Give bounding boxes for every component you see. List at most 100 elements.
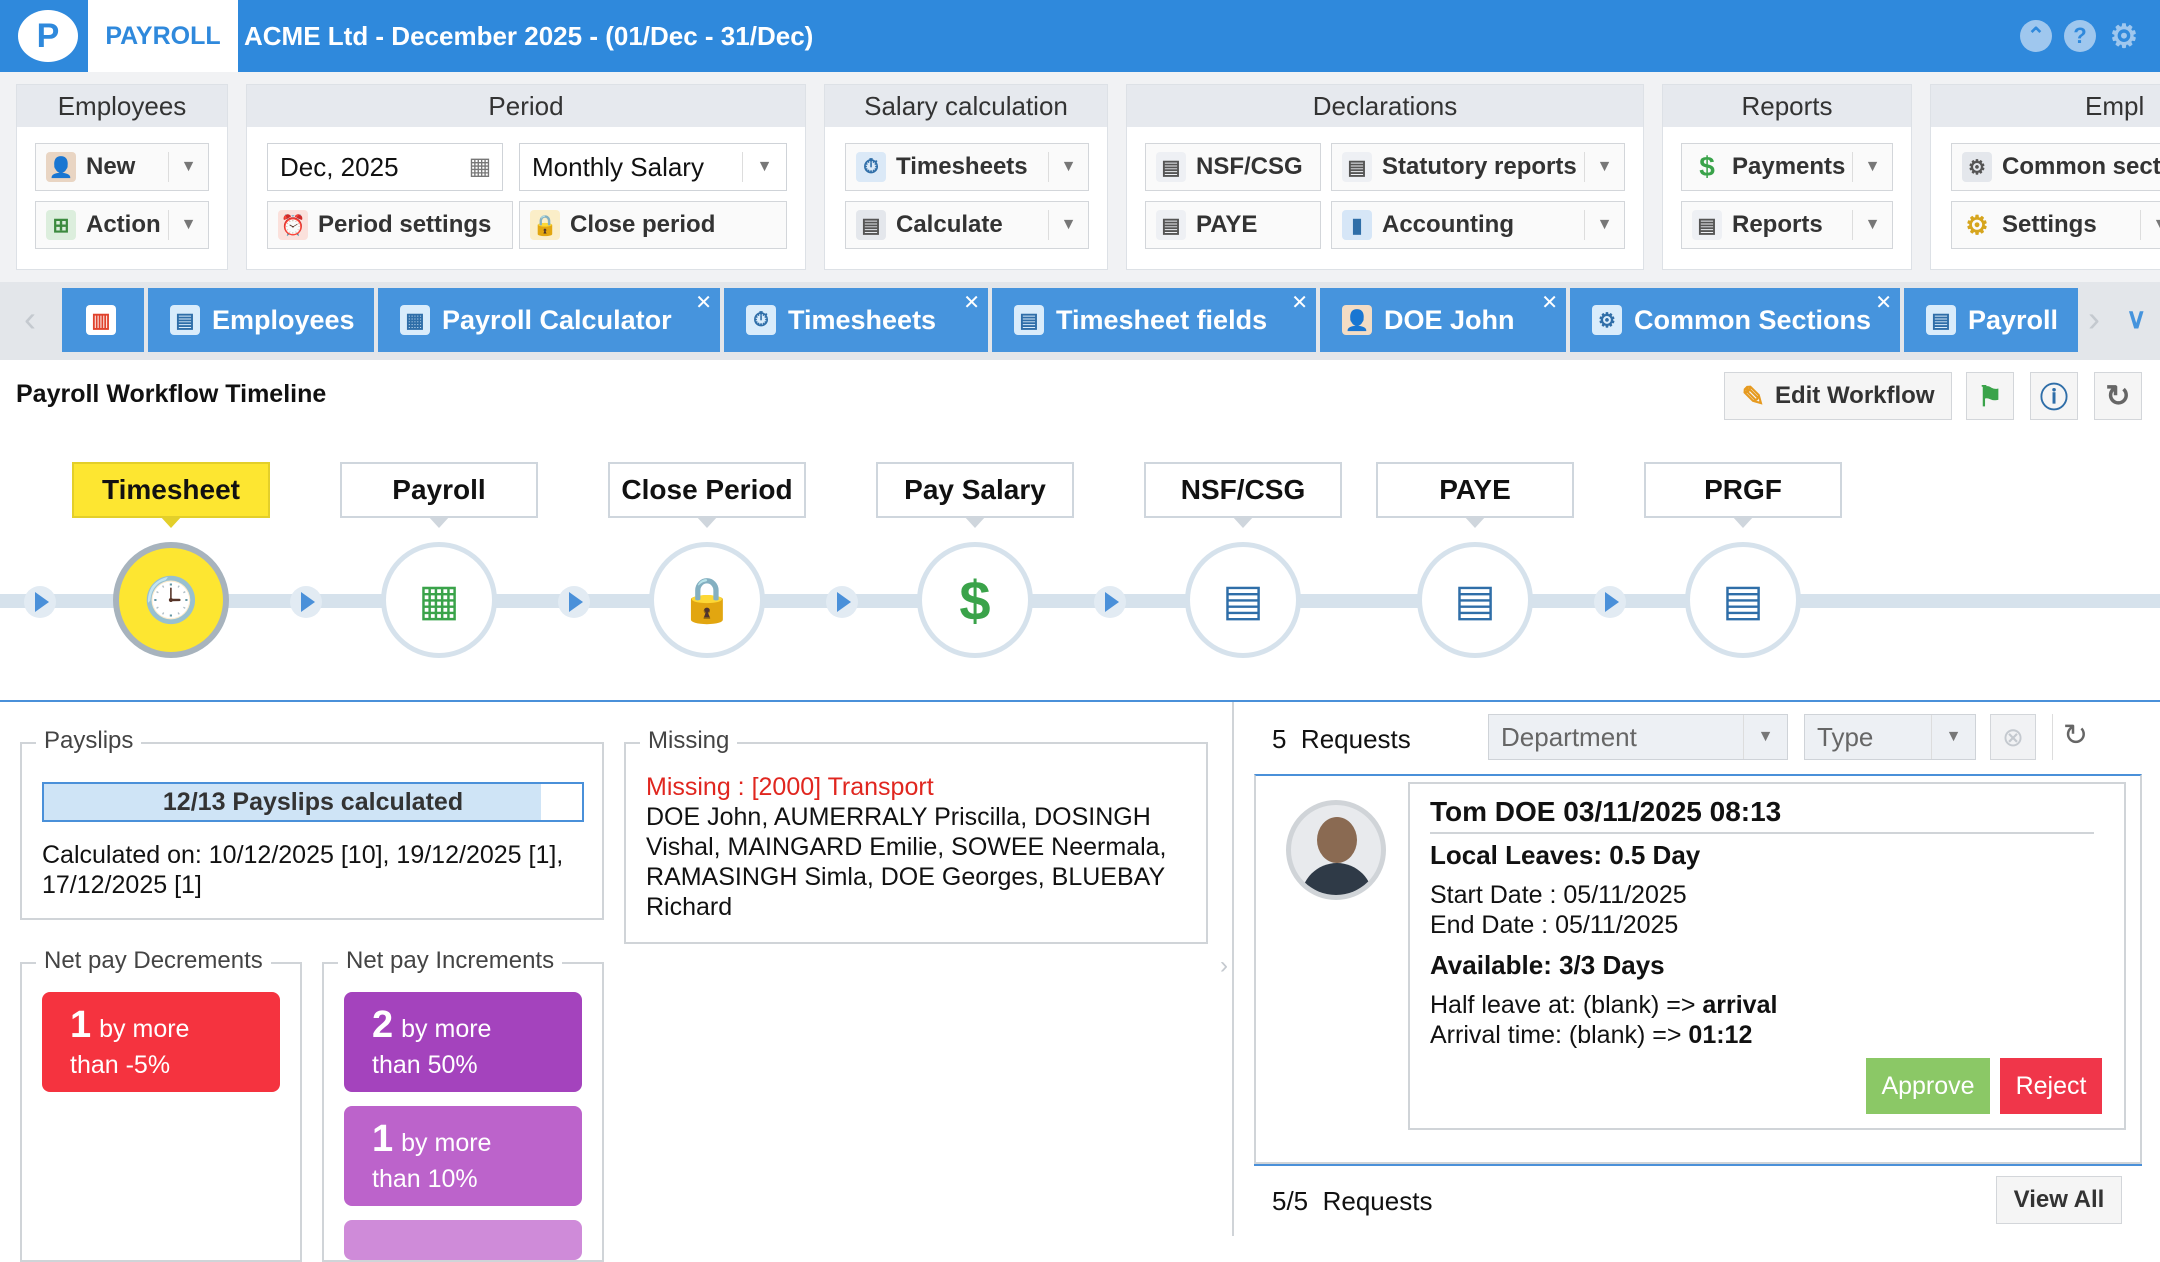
step-label-prgf[interactable]: PRGF xyxy=(1644,462,1842,528)
step-label-nsf-csg[interactable]: NSF/CSG xyxy=(1144,462,1342,528)
sections-gear-icon: ⚙ xyxy=(1962,152,1992,182)
step-node-payroll[interactable]: ▦ xyxy=(381,542,497,658)
tab-doe-john[interactable]: 👤 DOE John ✕ xyxy=(1320,288,1566,352)
view-all-button[interactable]: View All xyxy=(1996,1176,2122,1224)
period-date-field[interactable]: Dec, 2025 ▦ xyxy=(267,143,503,191)
step-node-close-period[interactable]: 🔒 xyxy=(649,542,765,658)
available-days: Available: 3/3 Days xyxy=(1430,950,1665,980)
module-tab-payroll[interactable]: PAYROLL xyxy=(88,0,238,72)
salary-type-select[interactable]: Monthly Salary ▼ xyxy=(519,143,787,191)
close-icon[interactable]: ✕ xyxy=(1541,292,1558,314)
chevron-down-icon[interactable]: ▼ xyxy=(1584,210,1624,240)
chevron-down-icon[interactable]: ▼ xyxy=(168,210,208,240)
step-label-paye[interactable]: PAYE xyxy=(1376,462,1574,528)
decrement-tile[interactable]: 1 by more than -5% xyxy=(42,992,280,1092)
help-icon[interactable]: ? xyxy=(2064,20,2096,52)
calendar-icon[interactable]: ▦ xyxy=(468,153,492,180)
tab-payroll[interactable]: ▤ Payroll xyxy=(1904,288,2078,352)
reports-button[interactable]: ▤ Reports ▼ xyxy=(1681,201,1893,249)
edit-workflow-button[interactable]: ✎ Edit Workflow xyxy=(1724,372,1952,420)
tab-timesheets[interactable]: ⏱ Timesheets ✕ xyxy=(724,288,988,352)
nsf-csg-label: NSF/CSG xyxy=(1196,153,1303,180)
app-logo[interactable]: P xyxy=(18,10,78,62)
document-icon: ▤ xyxy=(1722,575,1764,625)
chevron-down-icon[interactable]: ▼ xyxy=(1852,152,1892,182)
step-label-close-period[interactable]: Close Period xyxy=(608,462,806,528)
increment-tile[interactable] xyxy=(344,1220,582,1260)
step-label-timesheet[interactable]: Timesheet xyxy=(72,462,270,528)
chevron-down-icon[interactable]: ▼ xyxy=(1931,715,1975,759)
progress-fill xyxy=(44,784,541,820)
common-sections-button[interactable]: ⚙ Common sect xyxy=(1951,143,2160,191)
statutory-reports-button[interactable]: ▤ Statutory reports ▼ xyxy=(1331,143,1625,191)
tab-common-sections[interactable]: ⚙ Common Sections ✕ xyxy=(1570,288,1900,352)
tile-text: by more xyxy=(401,1129,492,1157)
period-settings-button[interactable]: ⏰ Period settings xyxy=(267,201,513,249)
close-icon[interactable]: ✕ xyxy=(1875,292,1892,314)
gear-icon[interactable]: ⚙ xyxy=(2109,18,2139,54)
settings-button[interactable]: ⚙ Settings ▼ xyxy=(1951,201,2160,249)
step-node-nsf-csg[interactable]: ▤ xyxy=(1185,542,1301,658)
chevron-down-icon[interactable]: ▼ xyxy=(1048,152,1088,182)
new-button[interactable]: 👤 New ▼ xyxy=(35,143,209,191)
chevron-down-icon[interactable]: ▼ xyxy=(2140,210,2160,240)
chevron-down-icon[interactable]: ▼ xyxy=(742,152,786,182)
chevron-down-icon[interactable]: ▼ xyxy=(1048,210,1088,240)
nsf-csg-button[interactable]: ▤ NSF/CSG xyxy=(1145,143,1321,191)
flag-icon[interactable]: ⚑ xyxy=(1966,372,2014,420)
close-icon[interactable]: ✕ xyxy=(1291,292,1308,314)
close-period-button[interactable]: 🔒 Close period xyxy=(519,201,787,249)
leave-type: Local Leaves: 0.5 Day xyxy=(1430,840,1701,870)
step-node-timesheet[interactable]: 🕒 xyxy=(113,542,229,658)
timesheets-button[interactable]: ⏱ Timesheets ▼ xyxy=(845,143,1089,191)
close-icon[interactable]: ✕ xyxy=(695,292,712,314)
tab-dashboard[interactable]: ▥ xyxy=(62,288,144,352)
accounting-button[interactable]: ▮ Accounting ▼ xyxy=(1331,201,1625,249)
tab-label: Payroll Calculator xyxy=(442,304,672,335)
gear-icon: ⚙ xyxy=(1965,209,1989,240)
step-node-pay-salary[interactable]: $ xyxy=(917,542,1033,658)
ribbon-group-employees: Employees 👤 New ▼ ⊞ Action ▼ xyxy=(16,84,228,270)
chevron-left-icon[interactable]: ‹ xyxy=(24,298,36,339)
increment-tile[interactable]: 2 by more than 50% xyxy=(344,992,582,1092)
chevron-down-icon[interactable]: ∨ xyxy=(2126,303,2147,334)
type-placeholder: Type xyxy=(1817,721,1874,752)
splitter-handle-icon[interactable]: › xyxy=(1220,952,1228,979)
bar-chart-icon: ▥ xyxy=(86,305,116,335)
net-pay-decrements-panel: Net pay Decrements 1 by more than -5% xyxy=(20,947,302,1262)
step-node-paye[interactable]: ▤ xyxy=(1417,542,1533,658)
approve-button[interactable]: Approve xyxy=(1866,1058,1990,1114)
chevron-up-icon[interactable]: ⌃ xyxy=(2020,20,2052,52)
tab-label: Common Sections xyxy=(1634,304,1872,335)
tab-payroll-calculator[interactable]: ▦ Payroll Calculator ✕ xyxy=(378,288,720,352)
tab-employees[interactable]: ▤ Employees xyxy=(148,288,374,352)
chevron-down-icon[interactable]: ▼ xyxy=(1584,152,1624,182)
info-icon[interactable]: ⓘ xyxy=(2030,372,2078,420)
increment-tile[interactable]: 1 by more than 10% xyxy=(344,1106,582,1206)
user-icon: 👤 xyxy=(1342,305,1372,335)
close-icon[interactable]: ✕ xyxy=(963,292,980,314)
chevron-down-icon[interactable]: ▼ xyxy=(168,152,208,182)
refresh-icon[interactable]: ↻ xyxy=(2052,714,2098,760)
type-filter-select[interactable]: Type ▼ xyxy=(1804,714,1976,760)
step-label-pay-salary[interactable]: Pay Salary xyxy=(876,462,1074,528)
chevron-down-icon[interactable]: ▼ xyxy=(1852,210,1892,240)
chevron-right-icon[interactable]: › xyxy=(2088,298,2100,339)
department-filter-select[interactable]: Department ▼ xyxy=(1488,714,1788,760)
calculate-button[interactable]: ▤ Calculate ▼ xyxy=(845,201,1089,249)
reject-button[interactable]: Reject xyxy=(2000,1058,2102,1114)
action-button[interactable]: ⊞ Action ▼ xyxy=(35,201,209,249)
step-label-payroll[interactable]: Payroll xyxy=(340,462,538,528)
request-card[interactable]: Tom DOE 03/11/2025 08:13 Local Leaves: 0… xyxy=(1408,782,2126,1130)
refresh-icon[interactable]: ↻ xyxy=(2094,372,2142,420)
tile-count: 2 xyxy=(372,1004,394,1046)
missing-names: DOE John, AUMERRALY Priscilla, DOSINGH V… xyxy=(646,803,1167,921)
clear-filter-icon[interactable]: ⊗ xyxy=(1990,714,2036,760)
chevron-down-icon[interactable]: ▼ xyxy=(1743,715,1787,759)
payments-button[interactable]: $ Payments ▼ xyxy=(1681,143,1893,191)
end-date: End Date : 05/11/2025 xyxy=(1430,911,1679,939)
tab-timesheet-fields[interactable]: ▤ Timesheet fields ✕ xyxy=(992,288,1316,352)
step-node-prgf[interactable]: ▤ xyxy=(1685,542,1801,658)
tile-text: than -5% xyxy=(70,1050,171,1079)
paye-button[interactable]: ▤ PAYE xyxy=(1145,201,1321,249)
